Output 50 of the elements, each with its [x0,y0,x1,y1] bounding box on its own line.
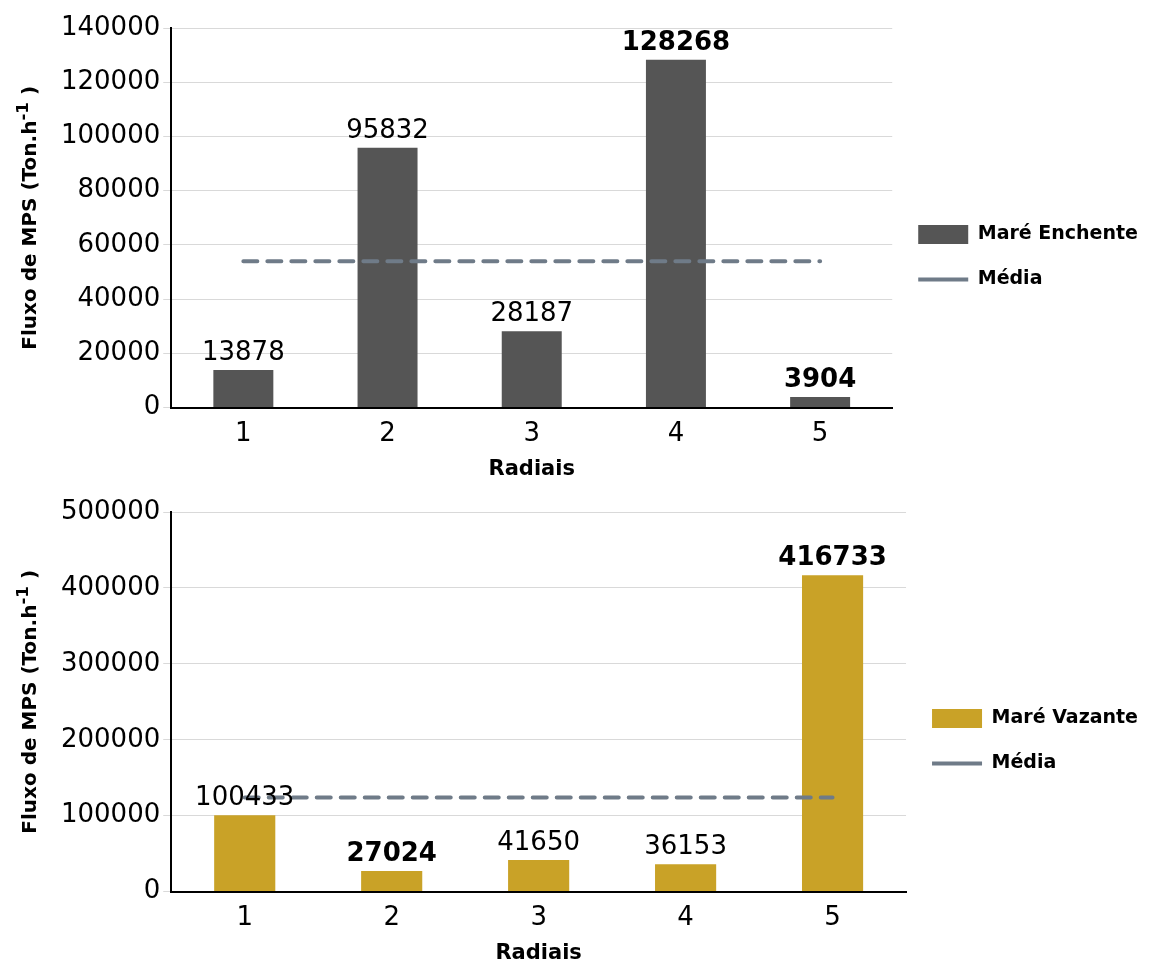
data-label: 95832 [346,113,429,144]
data-label: 41650 [497,825,580,856]
data-label: 36153 [644,829,727,860]
y-tick-label: 20000 [77,336,161,367]
data-label: 3904 [783,362,857,393]
bar [790,397,851,408]
legend-label: Maré Enchente [977,221,1139,244]
y-tick-label: 80000 [77,173,161,204]
y-tick-label: 200000 [60,722,161,753]
y-tick-label: 300000 [60,646,161,677]
x-tick-label: 2 [383,900,400,931]
y-tick-label: 100000 [60,119,161,150]
y-tick-label: 60000 [77,227,161,258]
y-tick-label: 40000 [77,281,161,312]
y-tick-label: 140000 [60,10,161,41]
y-tick-label: 0 [143,874,161,905]
data-label: 128268 [621,25,731,56]
bar [501,331,562,408]
x-axis-title: Radiais [488,455,575,480]
x-tick-label: 1 [236,900,253,931]
bar [645,59,706,408]
bar [213,369,274,408]
y-tick-label: 500000 [60,494,161,525]
x-tick-label: 3 [530,900,547,931]
data-label: 27024 [346,836,437,867]
y-tick-label: 100000 [60,798,161,829]
x-tick-label: 4 [667,416,685,447]
y-tick-label: 400000 [60,570,161,601]
bar [357,147,418,408]
x-tick-label: 2 [379,416,396,447]
x-tick-label: 5 [824,900,841,931]
x-tick-label: 3 [523,416,541,447]
data-label: 100433 [195,781,295,812]
x-axis-title: Radiais [495,939,582,964]
bar [508,859,570,892]
bar [655,864,717,892]
y-tick-label: 0 [143,390,161,421]
data-label: 13878 [201,335,285,366]
legend-label: Média [991,750,1057,773]
bar [214,815,276,892]
data-label: 416733 [778,540,887,571]
bar [801,575,864,892]
legend-label: Média [977,266,1043,289]
bar [361,871,423,892]
x-tick-label: 1 [235,416,252,447]
legend-label: Maré Vazante [991,705,1139,728]
data-label: 28187 [490,296,574,327]
y-tick-label: 120000 [60,64,161,95]
x-tick-label: 5 [811,416,829,447]
x-tick-label: 4 [677,900,694,931]
